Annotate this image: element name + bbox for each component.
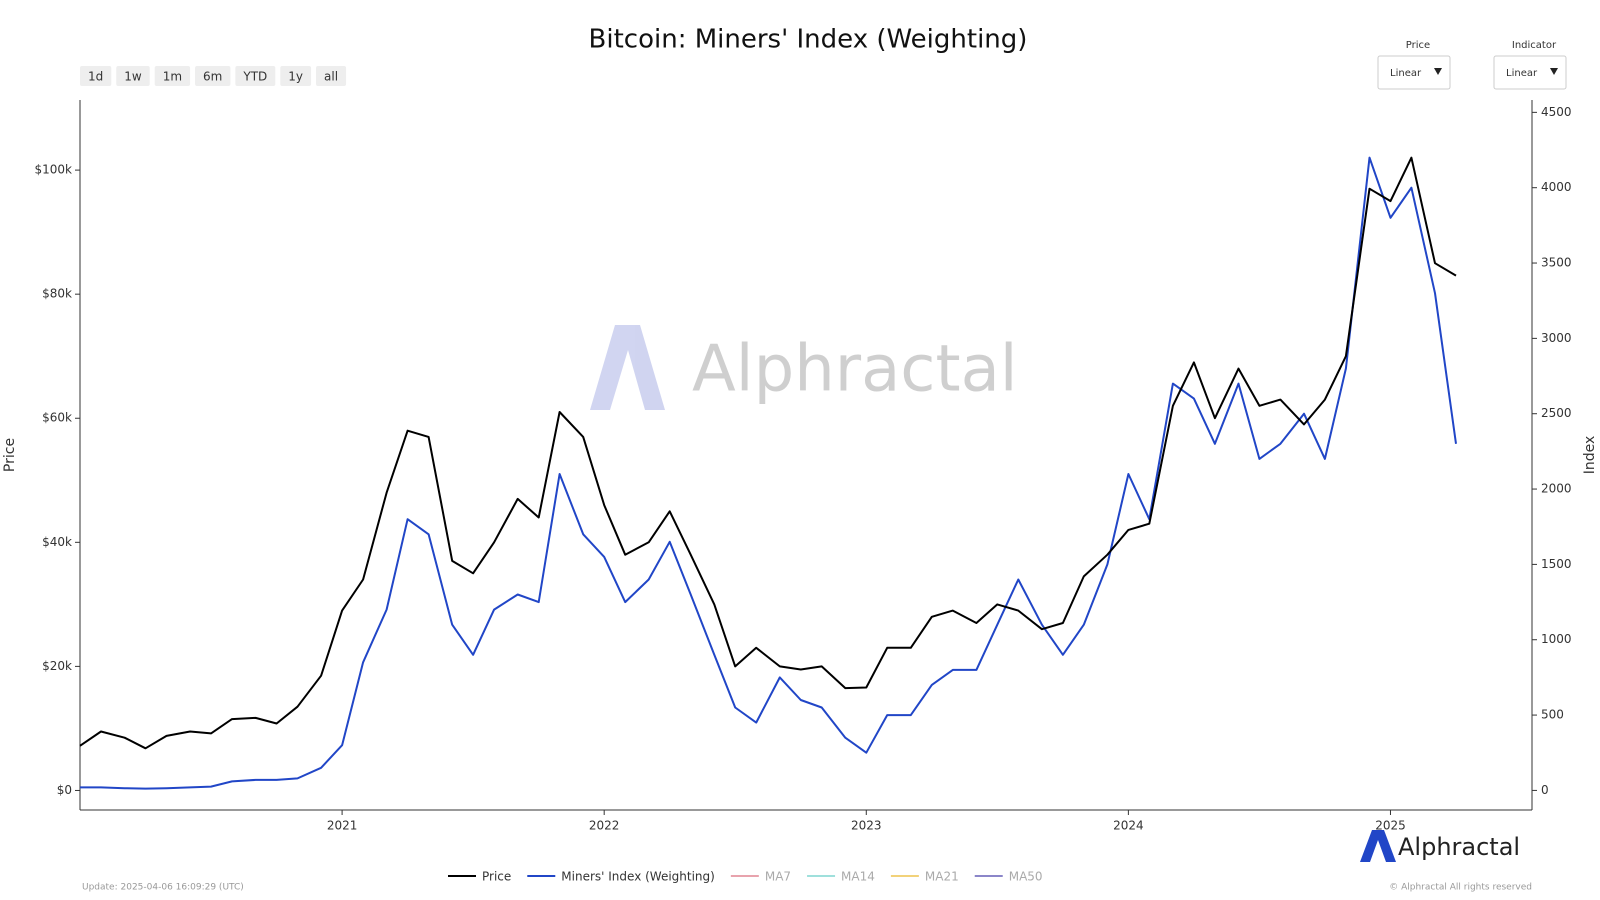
- series-line: [80, 156, 1457, 790]
- range-button[interactable]: 6m: [195, 66, 231, 86]
- range-button[interactable]: all: [316, 66, 347, 86]
- range-button[interactable]: 1m: [154, 66, 191, 86]
- legend: Price Miners' Index (Weighting) MA7 MA14 MA2…: [448, 870, 1043, 884]
- range-button-label: 1d: [88, 70, 103, 84]
- legend-label: Miners' Index (Weighting): [561, 870, 715, 884]
- range-button[interactable]: 1w: [116, 66, 150, 86]
- range-button-bg: [280, 66, 312, 86]
- watermark-logo: [590, 325, 665, 410]
- legend-label: MA7: [765, 870, 791, 884]
- dropdown-value: Linear: [1390, 68, 1422, 79]
- y2-tick-label: 2000: [1541, 482, 1572, 496]
- y2-tick-label: 3500: [1541, 256, 1572, 270]
- range-button-label: 1y: [288, 70, 303, 84]
- logo-text: Alphractal: [1398, 833, 1520, 861]
- x-tick-label: 2023: [851, 819, 882, 833]
- y2-tick-label: 500: [1541, 708, 1564, 722]
- legend-label: MA14: [841, 870, 875, 884]
- series-line: [79, 156, 1457, 750]
- x-tick-label: 2022: [589, 819, 620, 833]
- x-tick-label: 2025: [1375, 819, 1406, 833]
- y-tick-label: $0: [57, 783, 72, 797]
- range-button-bg: [235, 66, 276, 86]
- dropdown-value: Linear: [1506, 68, 1538, 79]
- range-button-bg: [316, 66, 347, 86]
- y2-tick-label: 4500: [1541, 105, 1572, 119]
- watermark-text: Alphractal: [692, 333, 1018, 407]
- range-button-label: YTD: [242, 70, 267, 84]
- y2-tick-label: 1500: [1541, 557, 1572, 571]
- copyright-text: © Alphractal All rights reserved: [1389, 883, 1532, 893]
- watermark: Alphractal: [590, 325, 1018, 410]
- update-text: Update: 2025-04-06 16:09:29 (UTC): [82, 883, 244, 893]
- range-button[interactable]: 1y: [280, 66, 312, 86]
- scale-dropdown[interactable]: Linear: [1377, 55, 1451, 90]
- range-button-bg: [195, 66, 231, 86]
- legend-label: MA50: [1009, 870, 1043, 884]
- x-tick-label: 2024: [1113, 819, 1144, 833]
- range-button-label: 1w: [124, 70, 142, 84]
- y2-tick-label: 4000: [1541, 180, 1572, 194]
- dropdown-title: Price: [1406, 40, 1430, 51]
- legend-label: MA21: [925, 870, 959, 884]
- scale-dropdown[interactable]: Linear: [1493, 55, 1567, 90]
- y-tick-label: $60k: [42, 411, 72, 425]
- dropdown-box: [1377, 55, 1451, 90]
- dropdown-box: [1493, 55, 1567, 90]
- legend-label: Price: [482, 870, 511, 884]
- y2-tick-label: 3000: [1541, 331, 1572, 345]
- dropdown-arrow: [1434, 68, 1442, 75]
- logo: Alphractal: [1360, 830, 1520, 862]
- y2-tick-label: 1000: [1541, 632, 1572, 646]
- y-tick-label: $20k: [42, 659, 72, 673]
- dropdown-title: Indicator: [1512, 40, 1557, 51]
- range-button[interactable]: YTD: [235, 66, 276, 86]
- x-tick-label: 2021: [327, 819, 358, 833]
- chart-title: Bitcoin: Miners' Index (Weighting): [589, 25, 1028, 55]
- dropdown-arrow: [1550, 68, 1558, 75]
- range-button-label: all: [324, 70, 338, 84]
- range-button[interactable]: 1d: [80, 66, 112, 86]
- range-button-bg: [80, 66, 112, 86]
- y-tick-label: $40k: [42, 535, 72, 549]
- range-button-label: 6m: [203, 70, 222, 84]
- range-button-bg: [116, 66, 150, 86]
- y2-tick-label: 2500: [1541, 406, 1572, 420]
- range-button-label: 1m: [163, 70, 182, 84]
- y2-tick-label: 0: [1541, 783, 1549, 797]
- y-tick-label: $80k: [42, 287, 72, 301]
- logo-mark: [1360, 830, 1396, 862]
- range-button-bg: [154, 66, 191, 86]
- y-axis-title: Price: [2, 438, 18, 472]
- y-tick-label: $100k: [35, 163, 73, 177]
- y2-axis-title: Index: [1582, 436, 1598, 475]
